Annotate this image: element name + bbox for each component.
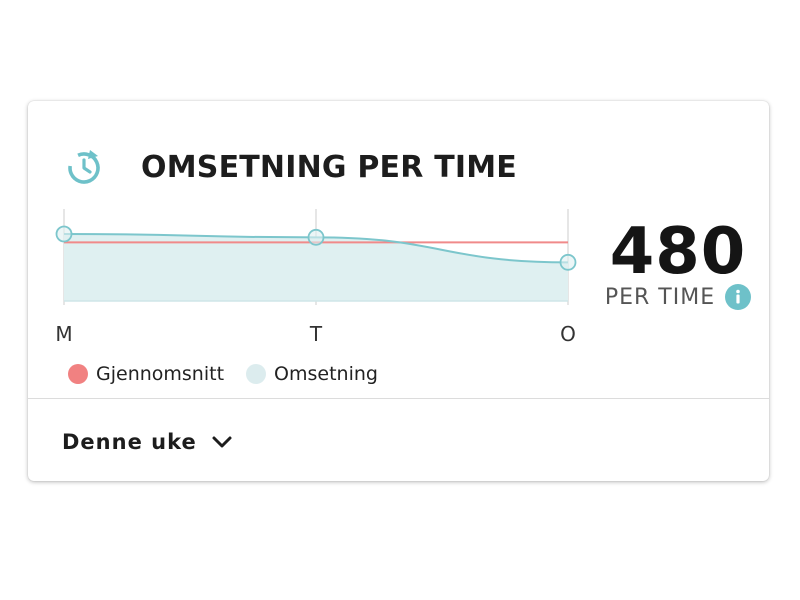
period-selector[interactable]: Denne uke — [62, 422, 233, 462]
kpi-value: 480 — [609, 215, 747, 289]
kpi-unit-label: PER TIME — [604, 284, 716, 310]
card-divider — [28, 398, 769, 399]
x-tick-label-t: T — [309, 322, 323, 346]
omsetning-point-m — [55, 225, 73, 243]
x-tick-label-m: M — [55, 322, 72, 346]
chevron-down-icon[interactable] — [211, 431, 233, 453]
legend-label-gjennomsnitt: Gjennomsnitt — [96, 363, 225, 385]
kpi-unit-row: PER TIME — [598, 284, 758, 310]
x-tick-label-o: O — [560, 322, 576, 346]
chart-legend: Gjennomsnitt Omsetning — [68, 363, 400, 385]
info-icon[interactable] — [725, 284, 752, 310]
legend-swatch-omsetning — [246, 364, 267, 384]
omsetning-point-t — [307, 228, 325, 246]
omsetning-point-o — [559, 253, 577, 271]
legend-swatch-gjennomsnitt — [68, 364, 88, 384]
legend-item-gjennomsnitt: Gjennomsnitt — [68, 363, 224, 385]
legend-item-omsetning: Omsetning — [246, 363, 378, 385]
card-header: OMSETNING PER TIME — [64, 145, 517, 189]
revenue-per-hour-card: OMSETNING PER TIME M T O 480 PER TIME Gjen… — [28, 101, 769, 481]
kpi-block: 480 PER TIME — [598, 216, 758, 310]
clock-refresh-icon — [64, 147, 104, 187]
legend-label-omsetning: Omsetning — [274, 363, 378, 385]
period-selector-label: Denne uke — [62, 430, 197, 454]
card-title: OMSETNING PER TIME — [141, 149, 517, 185]
